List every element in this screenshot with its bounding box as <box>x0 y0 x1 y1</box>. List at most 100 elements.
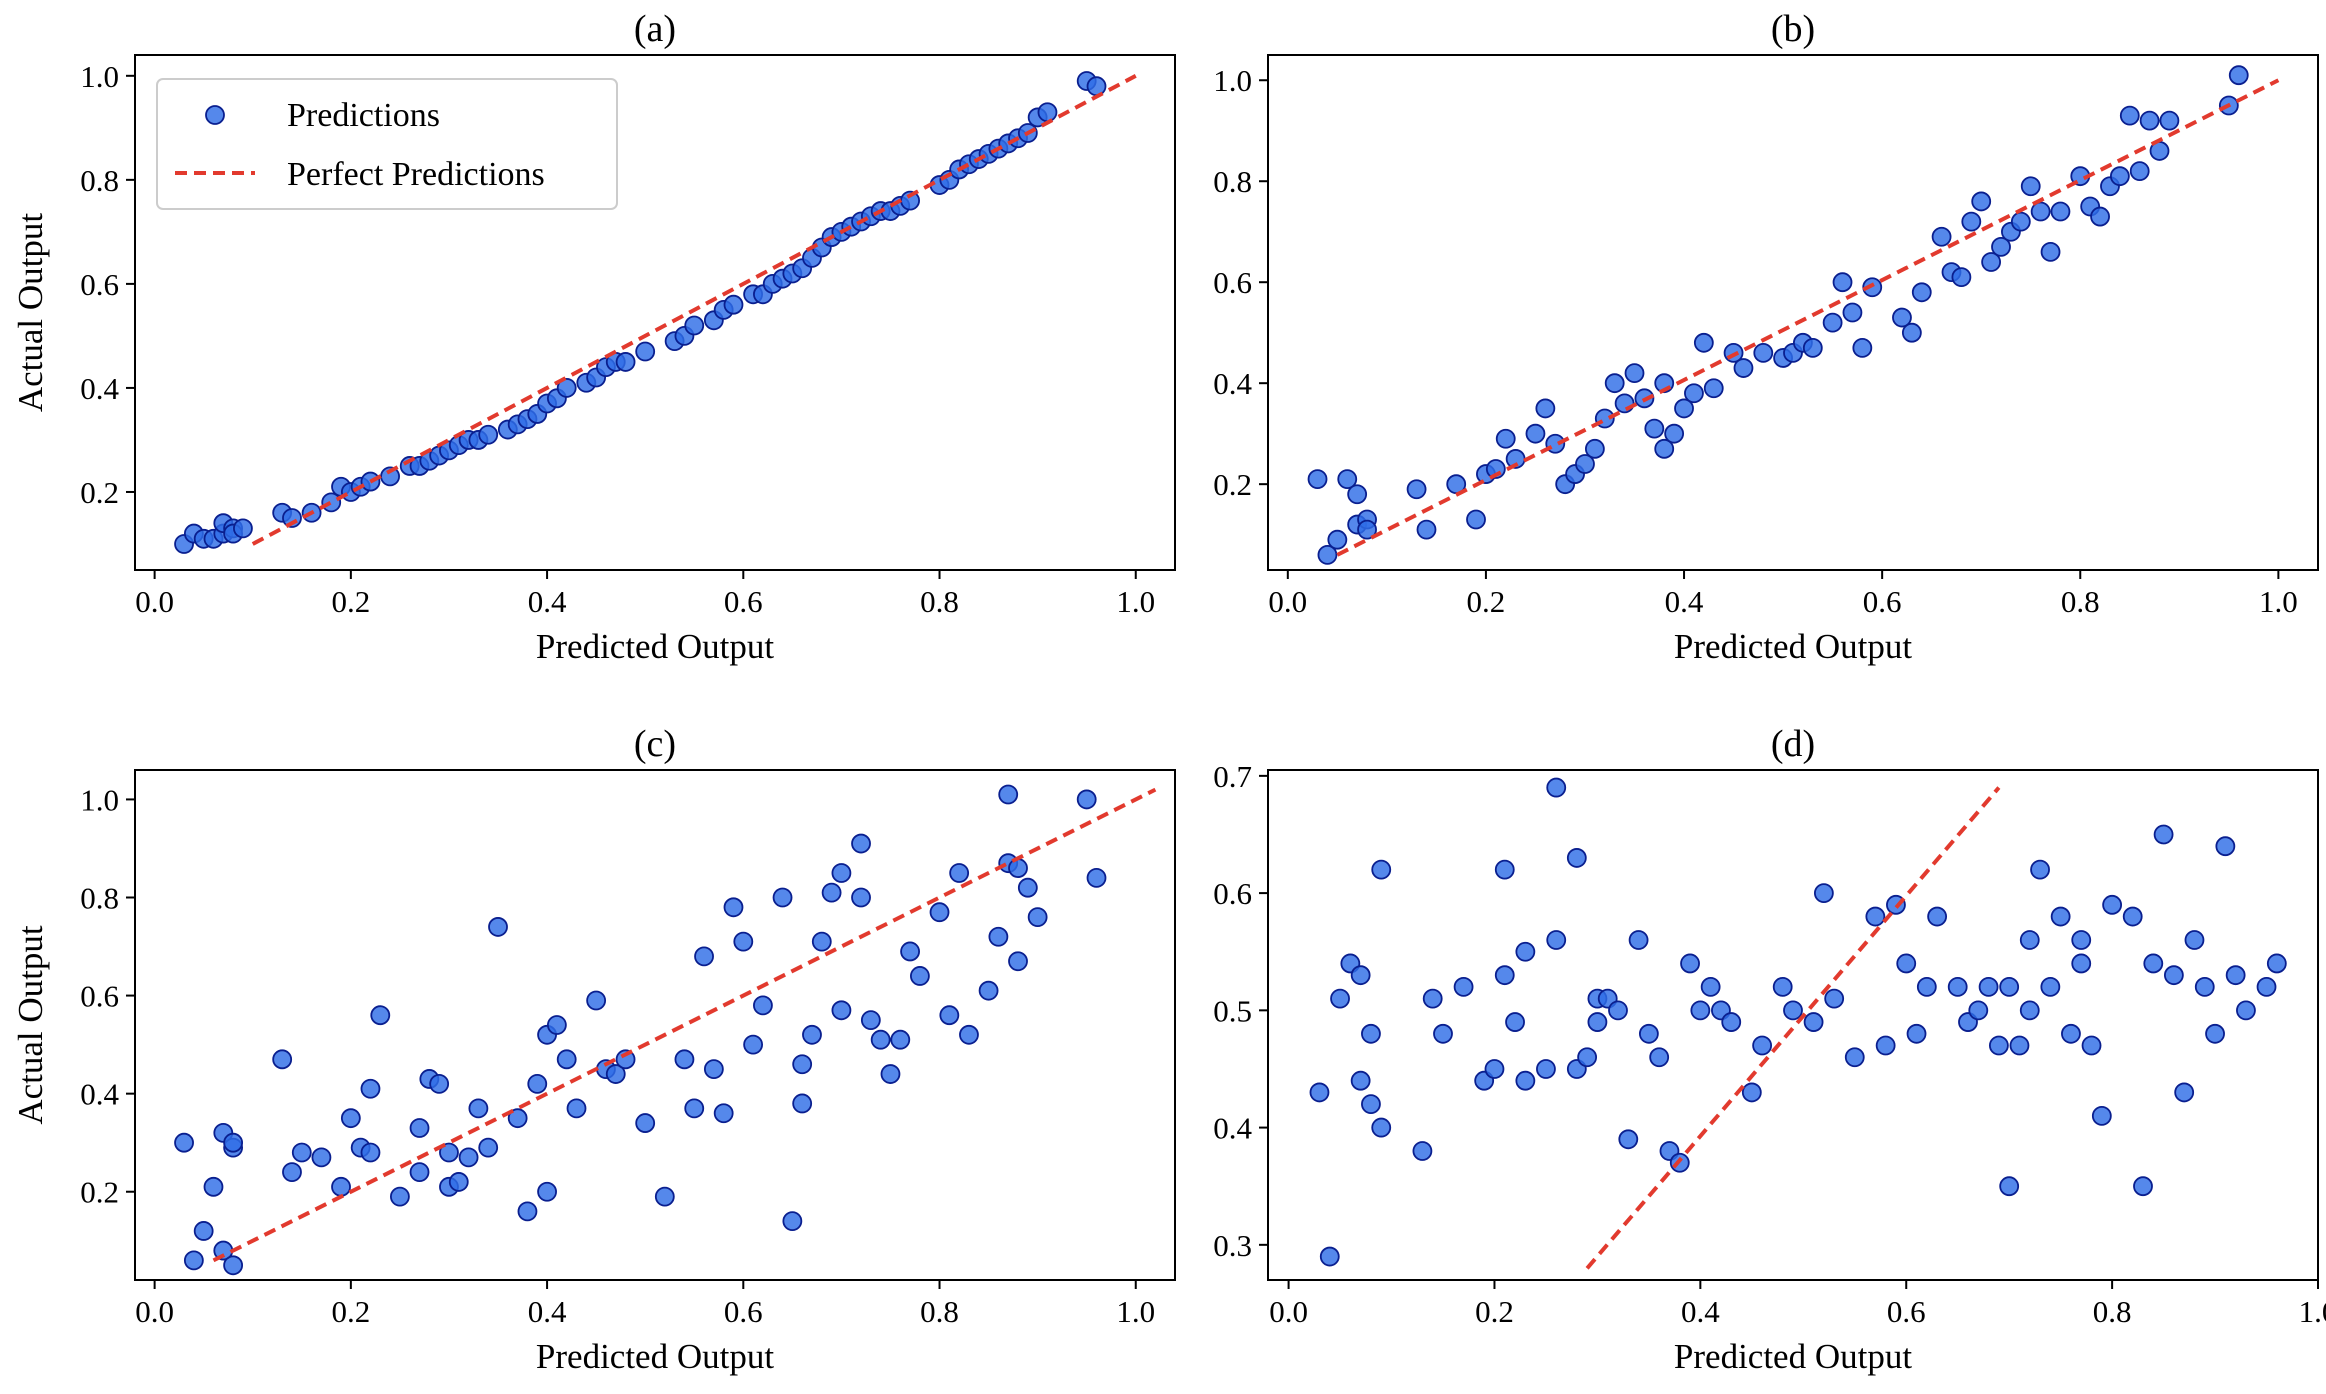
data-point <box>380 466 400 487</box>
data-point <box>2020 176 2041 197</box>
data-point <box>409 1162 430 1183</box>
data-point <box>939 1005 960 1026</box>
plot-frame-d <box>1267 769 2319 1281</box>
data-point <box>1433 1023 1453 1044</box>
data-point <box>1674 398 1694 419</box>
data-point <box>959 1024 979 1045</box>
data-point <box>1505 1012 1525 1032</box>
data-point <box>2225 965 2246 986</box>
legend-box <box>156 78 618 210</box>
data-point <box>1327 529 1348 550</box>
data-point <box>2266 953 2287 974</box>
data-point <box>1911 282 1932 303</box>
data-point <box>586 990 607 1011</box>
data-point <box>605 1064 626 1084</box>
data-point <box>507 1108 528 1129</box>
data-point <box>1515 941 1536 962</box>
x-tick-label: 0.4 <box>1665 584 1704 619</box>
y-tick-label: 0.6 <box>1213 876 1252 911</box>
data-point <box>1037 102 1058 123</box>
data-point <box>183 1250 204 1271</box>
data-point <box>1350 1070 1371 1091</box>
data-point <box>1690 1000 1711 1021</box>
y-tick-label: 0.4 <box>80 371 119 406</box>
y-tick-label: 0.4 <box>1213 1111 1252 1146</box>
data-point <box>684 1098 705 1119</box>
data-point <box>2102 894 2123 915</box>
x-tick-label: 1.0 <box>1116 584 1155 619</box>
data-point <box>2050 906 2071 927</box>
data-point <box>340 1108 361 1129</box>
data-point <box>635 1113 656 1133</box>
data-point <box>1772 976 1793 997</box>
data-point <box>537 1181 557 1202</box>
x-tick-label: 0.6 <box>1863 584 1902 619</box>
data-point <box>723 897 744 918</box>
data-point <box>2139 110 2160 131</box>
data-point <box>1865 906 1886 927</box>
panel-title-d: (d) <box>1771 723 1815 765</box>
data-point <box>1741 1082 1762 1103</box>
data-point <box>1604 373 1625 394</box>
data-point <box>1347 484 1368 505</box>
data-point <box>713 1103 734 1124</box>
data-point <box>1999 976 2020 997</box>
data-point <box>831 863 852 883</box>
data-point <box>1752 1035 1773 1056</box>
data-point <box>831 1000 852 1021</box>
panel-c: (c) 0.0 0.2 0.4 0.6 0.8 1.0 0.2 0.4 0.6 0.8 1.0 Pred… <box>11 723 1176 1376</box>
data-point <box>1361 1094 1381 1115</box>
data-point <box>2019 930 2040 950</box>
y-tick-label: 0.6 <box>80 267 119 302</box>
data-point <box>478 424 499 445</box>
data-point <box>546 1015 567 1035</box>
data-point <box>1700 976 1721 997</box>
data-point <box>1371 1117 1392 1138</box>
data-point <box>1991 236 2011 257</box>
x-tick-label: 0.0 <box>1269 1294 1308 1329</box>
x-tick-label: 0.2 <box>1475 1294 1514 1329</box>
data-point <box>1654 438 1675 459</box>
data-point <box>1350 965 1371 986</box>
data-point <box>429 1073 450 1094</box>
data-point <box>2009 1035 2030 1056</box>
y-axis-label: Actual Output <box>11 213 50 413</box>
data-point <box>370 1005 391 1026</box>
data-point <box>851 887 871 908</box>
data-point <box>311 1147 332 1168</box>
data-point <box>1330 988 1350 1009</box>
y-tick-label: 1.0 <box>1213 63 1252 98</box>
data-point <box>566 1098 587 1119</box>
data-point <box>1803 1012 1824 1032</box>
data-point <box>694 946 714 967</box>
data-point <box>1309 1082 1330 1103</box>
data-point <box>1027 907 1048 928</box>
data-point <box>1566 848 1587 868</box>
x-axis-label: Predicted Output <box>1674 627 1912 666</box>
x-tick-label: 0.8 <box>2061 584 2100 619</box>
data-point <box>1416 519 1437 540</box>
data-point <box>458 1147 479 1168</box>
data-point <box>1628 930 1649 950</box>
data-point <box>870 1029 891 1050</box>
data-point <box>1494 859 1515 880</box>
data-point <box>2090 206 2110 227</box>
panel-a: (a) 0.0 0.2 0.4 0.6 0.8 1.0 0.2 0.4 0.6 0.8 1.0 Pred… <box>11 8 1176 666</box>
data-point <box>674 1049 695 1070</box>
data-point <box>1307 469 1328 490</box>
data-point <box>900 941 920 962</box>
data-point <box>2129 161 2150 182</box>
data-point <box>1999 1176 2020 1197</box>
data-point <box>703 1059 724 1080</box>
x-tick-label: 0.4 <box>1681 1294 1720 1329</box>
panel-title-b: (b) <box>1771 8 1815 50</box>
data-point <box>1008 858 1028 878</box>
data-point <box>949 863 970 883</box>
data-point <box>2071 953 2092 974</box>
data-point <box>331 1176 351 1197</box>
data-point <box>2040 242 2061 262</box>
data-point <box>1086 867 1107 888</box>
data-point <box>1577 1047 1598 1068</box>
x-tick-label: 0.4 <box>528 584 567 619</box>
data-point <box>811 931 832 952</box>
